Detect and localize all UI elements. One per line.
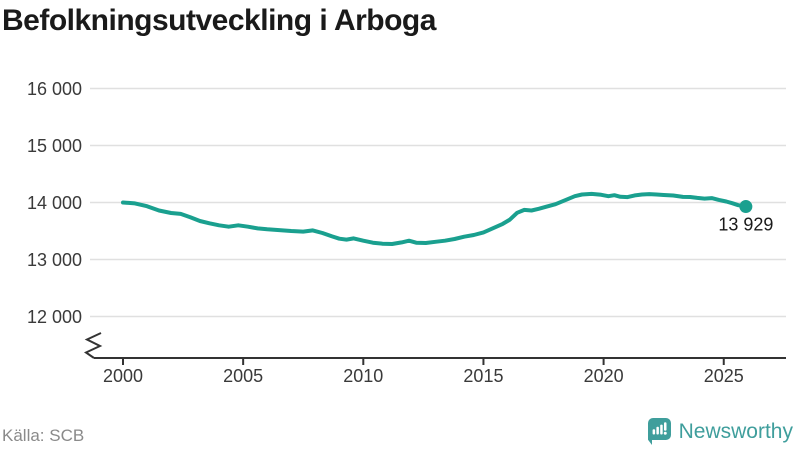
x-tick-label: 2010 [343,366,383,386]
x-tick-label: 2020 [584,366,624,386]
population-line-chart: 12 000 13 000 14 000 15 000 16 000 2000 2005 20… [27,79,786,386]
speech-bubble-shape [647,418,671,445]
x-tick-label: 2005 [223,366,263,386]
x-tick-label: 2025 [704,366,744,386]
newsworthy-logo[interactable]: Newsworthy [647,418,793,445]
x-tick-label: 2015 [463,366,503,386]
page-title: Befolkningsutveckling i Arboga [2,4,436,37]
last-point-value-label: 13 929 [718,215,773,235]
last-point-marker [739,200,753,214]
y-tick-label: 16 000 [27,79,82,99]
source-label: Källa: SCB [2,426,85,445]
y-tick-label: 14 000 [27,193,82,213]
x-tick-label: 2000 [103,366,143,386]
y-tick-label: 12 000 [27,307,82,327]
y-tick-label: 15 000 [27,136,82,156]
population-line [121,191,748,246]
exclamation-glyph [663,422,667,435]
y-tick-label: 13 000 [27,250,82,270]
newsworthy-wordmark: Newsworthy [678,419,793,443]
bar-chart-glyph [652,424,663,435]
newsworthy-icon [647,418,671,445]
axis-break-icon [83,332,103,359]
